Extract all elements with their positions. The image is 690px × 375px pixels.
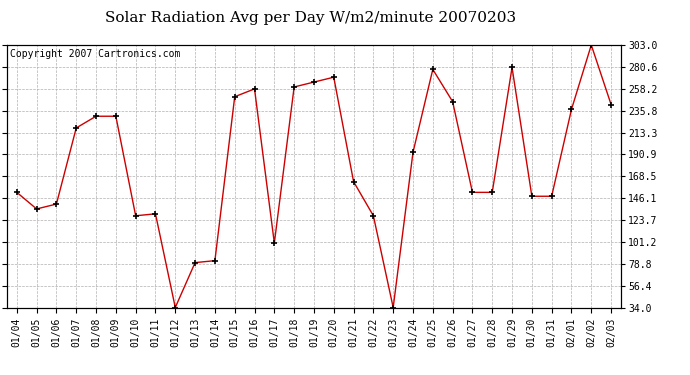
- Text: Copyright 2007 Cartronics.com: Copyright 2007 Cartronics.com: [10, 49, 180, 59]
- Text: Solar Radiation Avg per Day W/m2/minute 20070203: Solar Radiation Avg per Day W/m2/minute …: [105, 11, 516, 25]
